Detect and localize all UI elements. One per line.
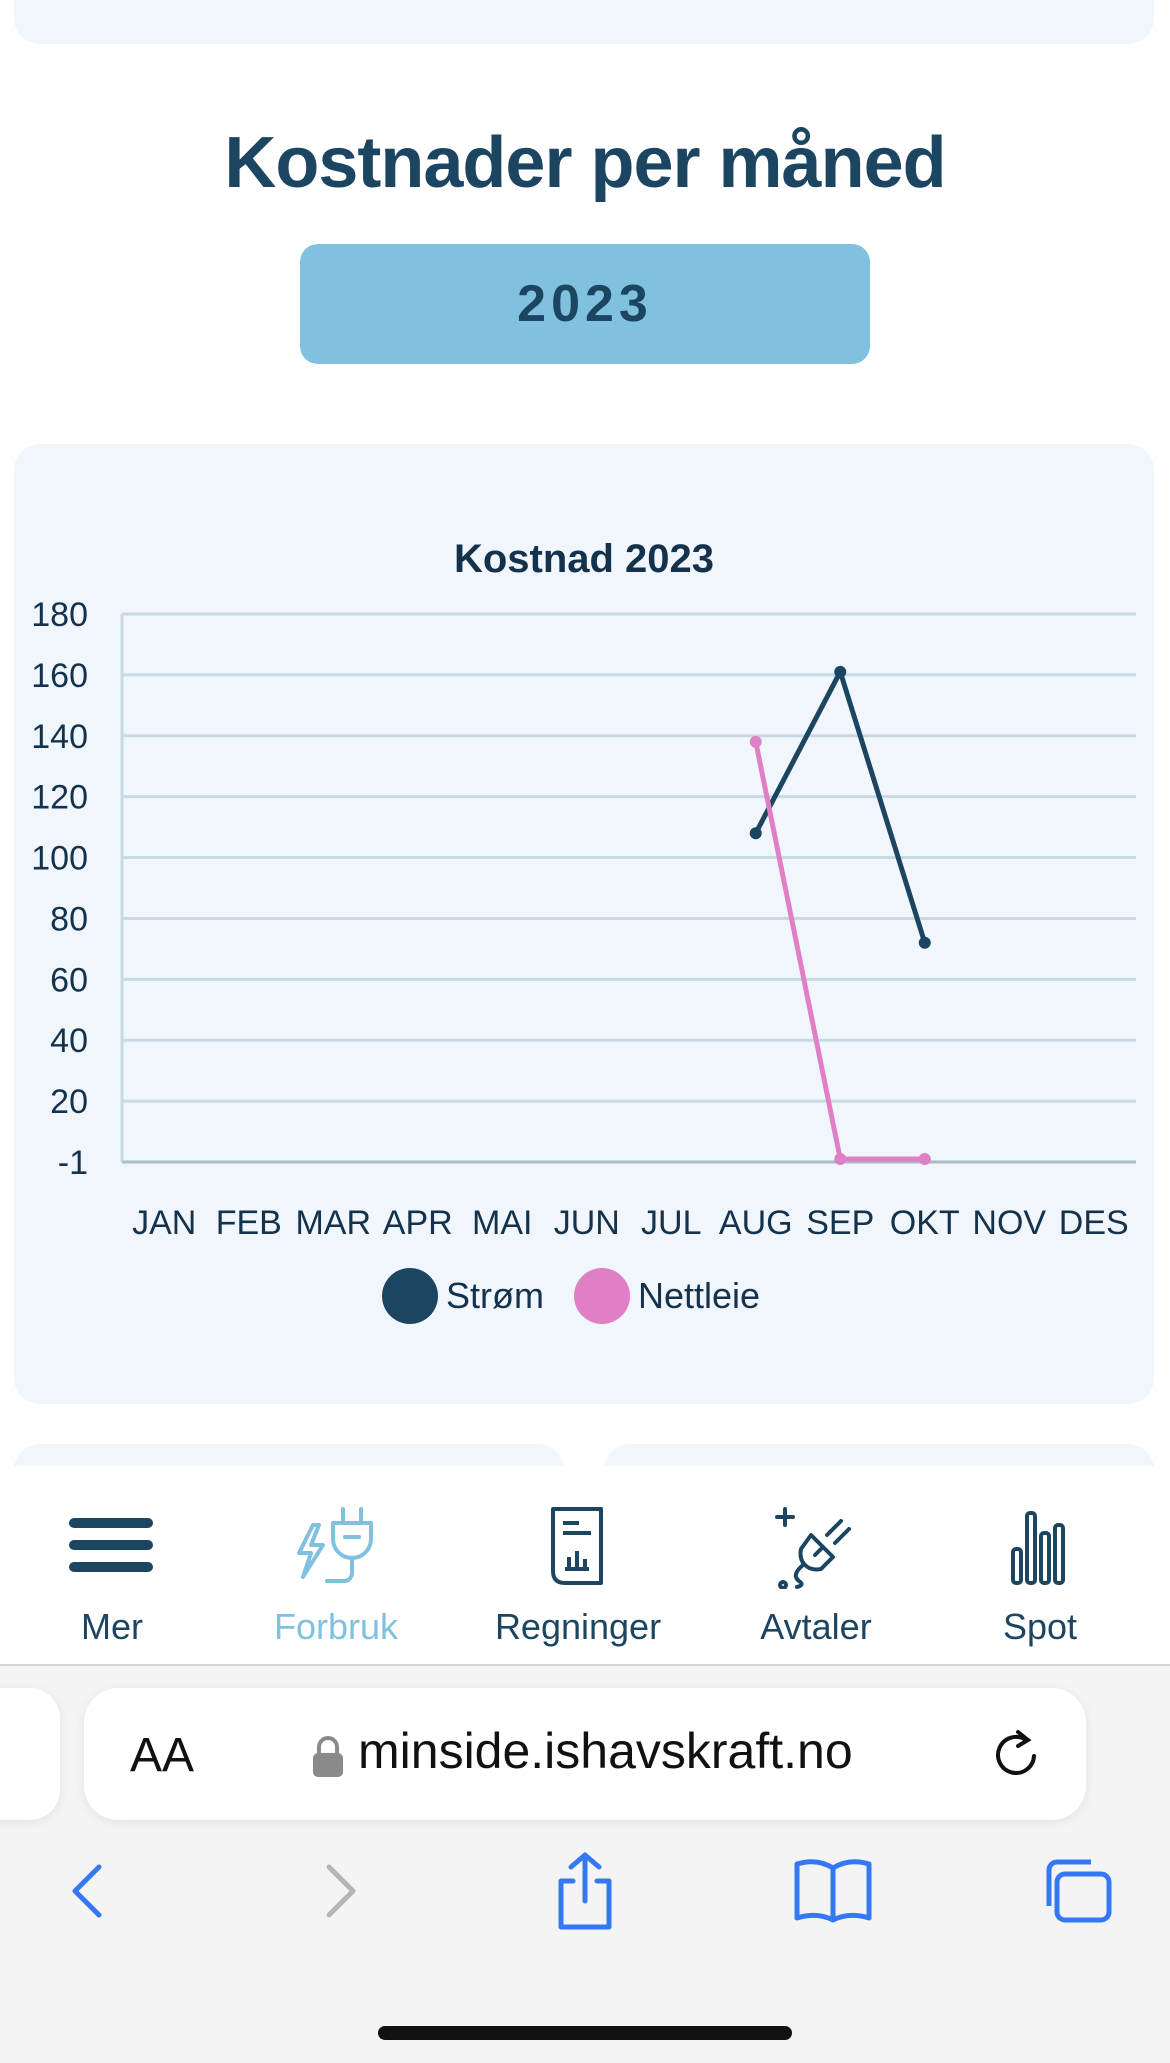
x-tick-label: DES <box>1059 1204 1129 1242</box>
invoice-icon <box>528 1502 628 1592</box>
y-tick-label: 140 <box>31 718 88 756</box>
nav-item-avtaler[interactable]: Avtaler <box>706 1466 926 1666</box>
menu-icon <box>62 1502 162 1592</box>
bottom-navigation: Mer Forbruk R <box>0 1466 1170 1666</box>
tabs-button[interactable] <box>1032 1846 1122 1936</box>
data-point <box>834 1152 847 1165</box>
share-icon <box>558 1852 612 1930</box>
legend-marker <box>382 1268 438 1324</box>
chevron-left-icon <box>72 1864 102 1918</box>
legend-label: Strøm <box>446 1275 544 1316</box>
x-tick-label: AUG <box>719 1204 793 1242</box>
x-tick-label: FEB <box>216 1204 282 1242</box>
text-size-label: AA <box>130 1729 195 1782</box>
address-bar[interactable]: AA minside.ishavskraft.no <box>84 1688 1086 1820</box>
data-point <box>918 936 931 949</box>
series-line-nettleie <box>753 741 925 1162</box>
bookmarks-button[interactable] <box>788 1846 878 1936</box>
back-button[interactable] <box>42 1846 132 1936</box>
x-tick-label: MAR <box>295 1204 371 1242</box>
y-tick-label: 120 <box>31 779 88 817</box>
nav-item-forbruk[interactable]: Forbruk <box>226 1466 446 1666</box>
legend-label: Nettleie <box>638 1275 760 1316</box>
legend-marker <box>574 1268 630 1324</box>
reload-icon[interactable] <box>988 1726 1044 1782</box>
nav-item-regninger[interactable]: Regninger <box>468 1466 688 1666</box>
x-tick-label: JUL <box>641 1204 701 1242</box>
page-title: Kostnader per måned <box>224 123 946 203</box>
x-tick-label: SEP <box>806 1204 874 1242</box>
share-button[interactable] <box>540 1846 630 1936</box>
y-tick-label: 100 <box>31 840 88 878</box>
nav-label-avtaler: Avtaler <box>760 1606 872 1647</box>
nav-item-mer[interactable]: Mer <box>2 1466 222 1666</box>
forward-button[interactable] <box>296 1846 386 1936</box>
nav-label-forbruk: Forbruk <box>273 1606 399 1647</box>
lock-icon <box>313 1736 343 1777</box>
data-point <box>918 1152 931 1165</box>
cost-line-chart: Kostnad 2023 180 160 140 120 100 80 60 40 20 -1 JAN… <box>31 537 1136 1324</box>
y-tick-label: 40 <box>50 1022 88 1060</box>
chevron-right-icon <box>326 1864 356 1918</box>
x-tick-label: MAI <box>472 1204 532 1242</box>
tabs-icon <box>1046 1859 1112 1923</box>
series-line-strom <box>753 669 928 944</box>
x-tick-label: JUN <box>554 1204 620 1242</box>
y-tick-label: 80 <box>50 900 88 938</box>
year-selector-button[interactable]: 2023 <box>300 244 870 364</box>
y-tick-label: 160 <box>31 657 88 695</box>
y-tick-label: 20 <box>50 1083 88 1121</box>
y-tick-label: -1 <box>58 1144 88 1182</box>
y-tick-label: 180 <box>31 596 88 634</box>
previous-tab-preview[interactable] <box>0 1688 60 1820</box>
bar-chart-icon <box>990 1502 1090 1592</box>
data-point <box>749 735 762 748</box>
browser-chrome: AA minside.ishavskraft.no <box>0 1666 1170 2063</box>
book-icon <box>794 1859 872 1923</box>
nav-label-regninger: Regninger <box>494 1606 662 1647</box>
x-tick-label: OKT <box>890 1204 960 1242</box>
data-point <box>749 827 762 840</box>
data-point <box>834 665 847 678</box>
nav-item-spot[interactable]: Spot <box>930 1466 1150 1666</box>
home-indicator <box>378 2026 792 2040</box>
top-card <box>14 0 1154 44</box>
contract-plug-icon <box>766 1502 866 1592</box>
url-text: minside.ishavskraft.no <box>358 1723 853 1779</box>
nav-label-spot: Spot <box>1002 1606 1078 1647</box>
plug-lightning-icon <box>286 1502 386 1592</box>
cost-chart-card: Kostnad 2023 180 160 140 120 100 80 60 40 20 -1 JAN… <box>14 444 1154 1404</box>
x-tick-label: NOV <box>972 1204 1046 1242</box>
text-size-button[interactable]: AA <box>130 1728 194 1783</box>
chart-title: Kostnad 2023 <box>454 537 714 581</box>
y-tick-label: 60 <box>50 961 88 999</box>
nav-label-mer: Mer <box>81 1606 143 1647</box>
x-tick-label: APR <box>383 1204 453 1242</box>
x-tick-label: JAN <box>132 1204 196 1242</box>
